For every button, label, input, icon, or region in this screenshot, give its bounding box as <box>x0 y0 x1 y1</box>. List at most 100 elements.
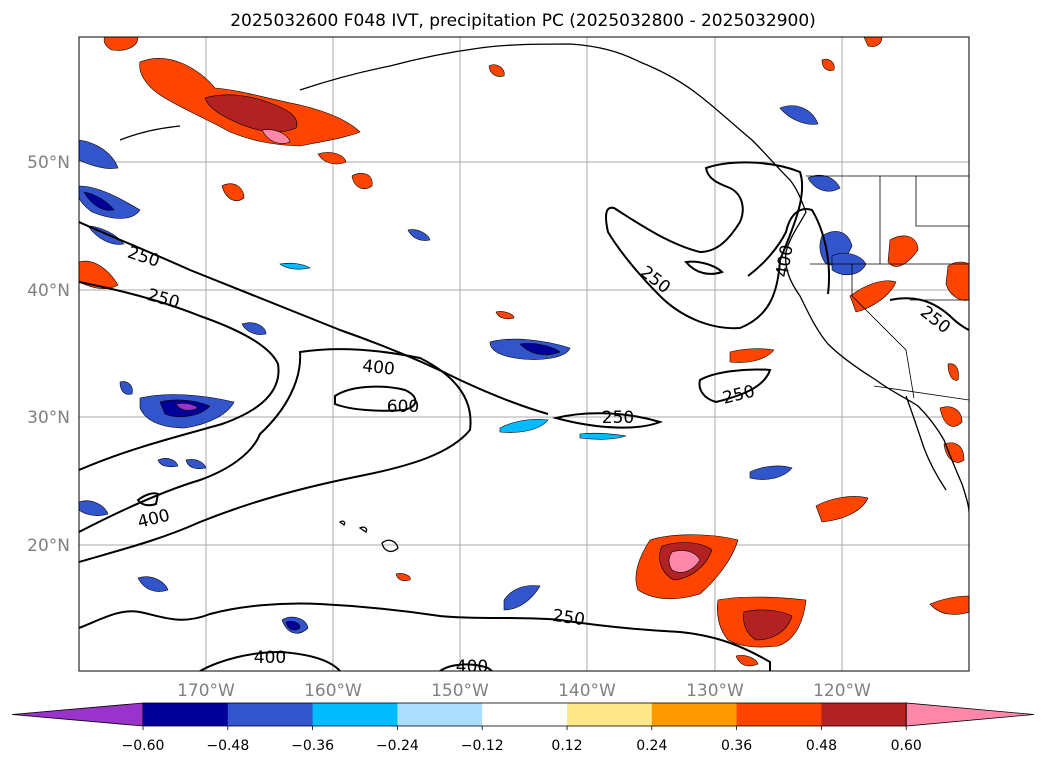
aleutian-coastline <box>119 125 181 141</box>
lon-label-160w: 160°W <box>304 681 362 701</box>
contour-label: 400 <box>254 648 286 668</box>
ivt-contour-250 <box>889 297 969 331</box>
precip-negative-region <box>749 465 793 480</box>
graticule <box>79 37 969 671</box>
colorbar-under-arrow <box>11 702 144 727</box>
colorbar-segment <box>397 703 483 726</box>
precip-positive-region <box>668 550 701 573</box>
lon-label-170w: 170°W <box>177 681 235 701</box>
hawaii-island <box>358 526 368 533</box>
lon-label-130w: 130°W <box>686 681 744 701</box>
precip-negative-region <box>137 576 169 592</box>
precip-negative-region <box>579 432 627 440</box>
ivt-contour-600 <box>334 385 417 412</box>
map-frame <box>78 36 970 672</box>
precip-positive-region <box>945 261 969 301</box>
ivt-contour-250 <box>698 368 772 404</box>
precip-positive-region <box>79 260 119 290</box>
ivt-contour-250 <box>79 281 280 471</box>
ivt-contour-400 <box>439 663 493 671</box>
longitude-labels: 170°W 160°W 150°W 140°W 130°W 120°W <box>177 681 871 701</box>
hawaii-island <box>338 520 346 526</box>
ivt-contour-250 <box>605 161 804 330</box>
precip-negative-region <box>175 402 199 411</box>
colorbar-segment <box>821 703 907 726</box>
state-border <box>851 264 915 399</box>
ivt-contour-400 <box>747 208 831 295</box>
lat-label-20n: 20°N <box>27 536 70 556</box>
precip-pc-fill <box>79 37 969 667</box>
lat-label-40n: 40°N <box>27 281 70 301</box>
precip-negative-region <box>279 262 311 270</box>
lon-label-150w: 150°W <box>431 681 489 701</box>
precip-negative-region <box>503 585 541 611</box>
precip-positive-region <box>939 406 963 427</box>
ivt-contour-250 <box>79 602 771 671</box>
colorbar-segment <box>227 703 314 726</box>
precip-negative-region <box>79 185 141 219</box>
contour-label: 250 <box>551 606 586 630</box>
precip-positive-region <box>735 655 759 667</box>
precip-negative-region <box>407 229 431 241</box>
ivt-contour-250 <box>552 412 664 429</box>
us-mexico-border <box>873 385 969 401</box>
precip-negative-region <box>119 381 133 395</box>
precip-positive-region <box>317 152 347 165</box>
precip-negative-region <box>157 458 179 468</box>
colorbar-tick-label: −0.36 <box>291 738 334 754</box>
ivt-contour-250 <box>79 221 549 415</box>
colorbar-tick-label: 0.48 <box>806 738 837 754</box>
contour-label: 400 <box>361 356 395 379</box>
colorbar-segment <box>651 703 738 726</box>
ivt-contour-250 <box>684 260 724 275</box>
ivt-contours <box>79 161 969 671</box>
ivt-contour-400 <box>199 650 341 671</box>
precip-positive-region <box>488 64 505 77</box>
colorbar-segment <box>567 703 653 726</box>
map-panel: 250 250 250 400 250 250 400 600 400 250 … <box>78 36 970 677</box>
precip-positive-region <box>261 129 291 144</box>
colorbar-tick-label: 0.24 <box>636 738 667 754</box>
precip-negative-region <box>185 459 207 470</box>
ivt-contour-400 <box>79 348 472 563</box>
precip-positive-region <box>221 183 245 201</box>
colorbar-tick-label: −0.60 <box>122 738 165 754</box>
precip-positive-region <box>929 595 969 615</box>
colorbar-segment <box>736 703 822 726</box>
colorbar-tick-label: −0.24 <box>376 738 419 754</box>
precip-negative-region <box>519 343 561 356</box>
contour-label: 400 <box>456 657 488 677</box>
precip-positive-region <box>887 235 919 267</box>
precip-positive-region <box>204 94 298 133</box>
colorbar-tick-label: 0.36 <box>721 738 752 754</box>
political-boundaries <box>806 175 969 401</box>
colorbar-tick-label: −0.12 <box>461 738 504 754</box>
precip-negative-region <box>79 500 109 516</box>
precip-negative-region <box>779 105 819 125</box>
hawaii-island <box>381 539 399 553</box>
colorbar-tick-label: −0.48 <box>206 738 249 754</box>
precip-negative-region <box>79 139 119 169</box>
precip-positive-region <box>495 311 515 320</box>
colorbar-segment <box>482 703 568 726</box>
colorbar-over-arrow <box>905 702 1035 727</box>
baja-california-coastline <box>905 395 947 491</box>
colorbar-segment <box>312 703 398 726</box>
state-border <box>810 176 969 265</box>
precip-positive-region <box>103 37 139 51</box>
lat-label-30n: 30°N <box>27 408 70 428</box>
precip-positive-region <box>743 609 793 641</box>
colorbar-tick-label: 0.12 <box>551 738 582 754</box>
colorbar-segment <box>143 703 229 726</box>
contour-label: 600 <box>387 397 419 417</box>
precip-positive-region <box>351 173 373 189</box>
precip-negative-region <box>241 322 267 335</box>
lon-label-120w: 120°W <box>813 681 871 701</box>
lon-label-140w: 140°W <box>558 681 616 701</box>
precip-positive-region <box>943 442 965 463</box>
map-title: 2025032600 F048 IVT, precipitation PC (2… <box>230 11 816 31</box>
precip-positive-region <box>815 496 869 523</box>
colorbar-outline <box>142 702 907 727</box>
contour-label: 250 <box>602 408 634 428</box>
